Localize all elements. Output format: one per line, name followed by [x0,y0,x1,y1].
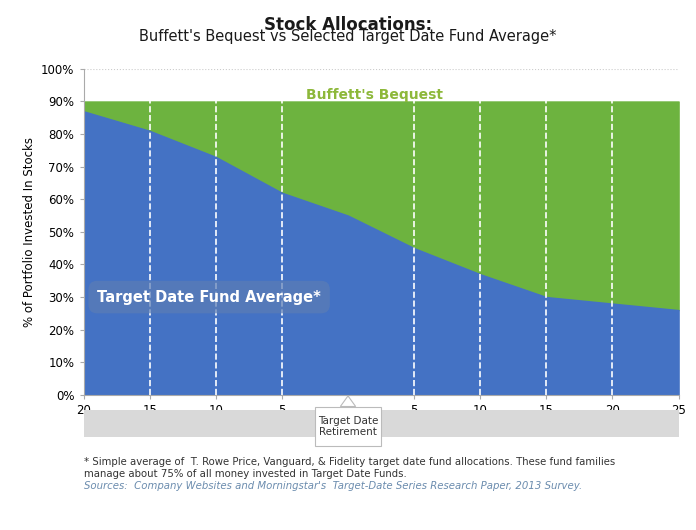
Text: Buffett's Bequest: Buffett's Bequest [306,89,443,102]
Text: Stock Allocations:: Stock Allocations: [264,16,432,34]
Text: Target Date
Retirement: Target Date Retirement [318,416,378,437]
Y-axis label: % of Portfolio Invested In Stocks: % of Portfolio Invested In Stocks [22,137,35,327]
Text: * Simple average of  T. Rowe Price, Vanguard, & Fidelity target date fund alloca: * Simple average of T. Rowe Price, Vangu… [84,457,615,467]
Text: Sources:  Company Websites and Morningstar's  Target-Date Series Research Paper,: Sources: Company Websites and Morningsta… [84,481,582,491]
Text: manage about 75% of all money invested in Target Date Funds.: manage about 75% of all money invested i… [84,469,406,479]
Text: YEARS BEFORE RETIREMENT: YEARS BEFORE RETIREMENT [116,419,282,428]
Text: Buffett's Bequest vs Selected Target Date Fund Average*: Buffett's Bequest vs Selected Target Dat… [139,29,557,44]
Text: YEARS AFTER RETIREMENT: YEARS AFTER RETIREMENT [451,419,609,428]
Text: Target Date Fund Average*: Target Date Fund Average* [97,289,321,305]
